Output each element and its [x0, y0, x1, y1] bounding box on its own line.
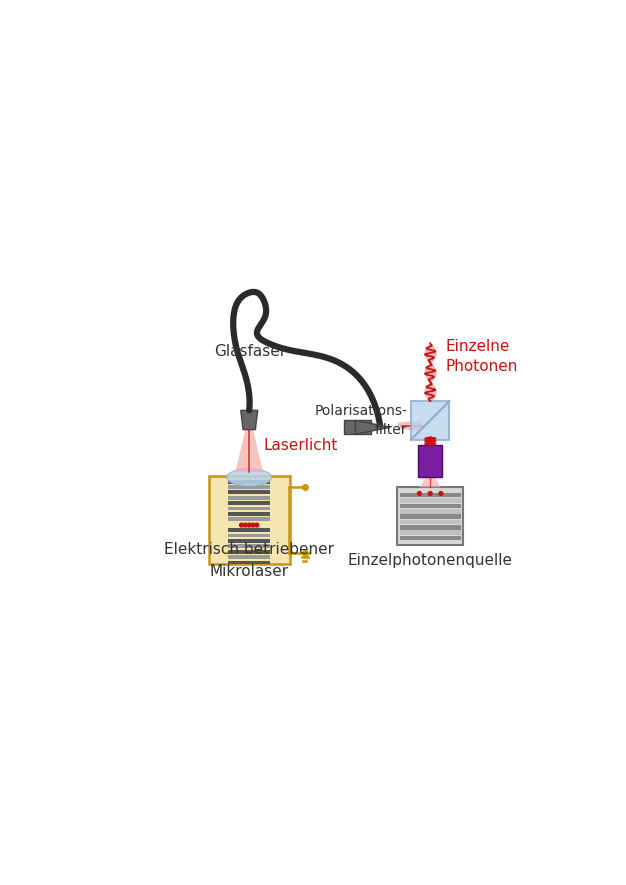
Text: Einzelphotonenquelle: Einzelphotonenquelle	[347, 553, 513, 568]
Bar	[228, 518, 270, 521]
Bar	[400, 535, 461, 541]
Text: Laserlicht: Laserlicht	[263, 437, 337, 452]
Text: Einzelne
Photonen: Einzelne Photonen	[446, 339, 518, 373]
Bar	[228, 480, 270, 483]
Bar	[400, 498, 461, 503]
Bar	[209, 476, 290, 565]
Text: Glasfaser: Glasfaser	[215, 343, 287, 358]
Bar	[400, 530, 461, 535]
Bar	[400, 525, 461, 530]
Bar	[344, 420, 371, 435]
Bar	[400, 519, 461, 524]
Bar	[400, 514, 461, 519]
Text: Polarisations-
filter: Polarisations- filter	[314, 404, 407, 437]
Bar	[228, 501, 270, 505]
Circle shape	[247, 523, 251, 527]
Bar	[398, 488, 463, 545]
Polygon shape	[411, 401, 449, 440]
Circle shape	[439, 491, 443, 496]
Bar	[228, 550, 270, 554]
Text: Elektrisch betriebener
Mikrolaser: Elektrisch betriebener Mikrolaser	[164, 543, 334, 579]
Bar	[400, 493, 461, 497]
Polygon shape	[241, 411, 258, 429]
Circle shape	[418, 491, 421, 496]
Bar	[228, 490, 270, 495]
Circle shape	[428, 491, 432, 496]
Polygon shape	[235, 429, 263, 472]
Bar	[228, 560, 270, 565]
Bar	[228, 512, 270, 516]
Bar	[228, 534, 270, 537]
Bar	[228, 506, 270, 511]
Bar	[228, 544, 270, 548]
Circle shape	[251, 523, 255, 527]
Bar	[400, 509, 461, 513]
Circle shape	[255, 523, 259, 527]
Polygon shape	[356, 420, 390, 435]
Bar	[228, 485, 270, 489]
Bar	[228, 496, 270, 500]
Ellipse shape	[227, 469, 272, 486]
Bar	[418, 445, 443, 477]
Bar	[228, 555, 270, 559]
Bar	[228, 528, 270, 532]
Polygon shape	[419, 477, 441, 488]
Bar	[400, 504, 461, 508]
Circle shape	[240, 523, 244, 527]
Bar	[228, 539, 270, 543]
Circle shape	[244, 523, 247, 527]
Polygon shape	[398, 420, 423, 431]
